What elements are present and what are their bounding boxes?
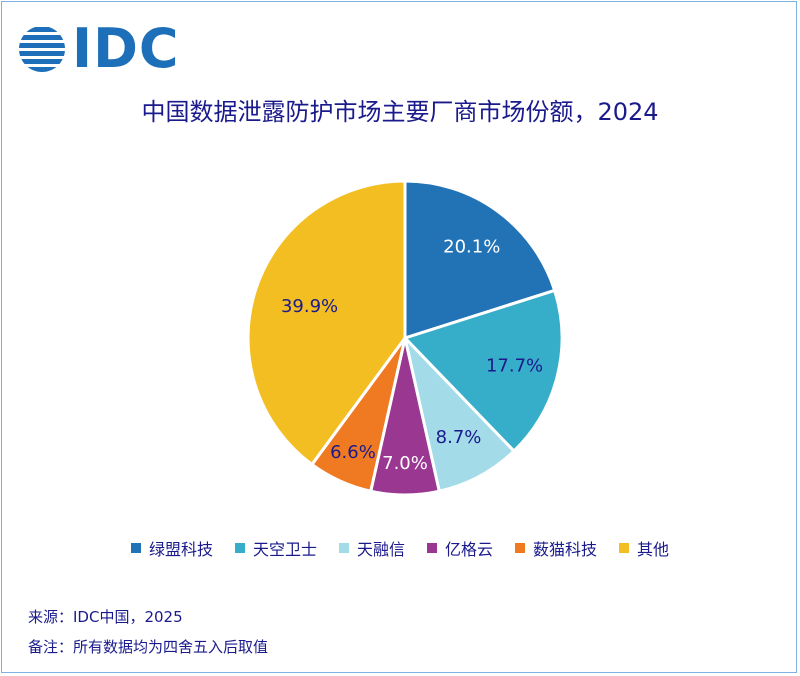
chart-legend: 绿盟科技 天空卫士 天融信 亿格云 薮猫科技 其他 [0, 536, 800, 560]
slice-data-label: 17.7% [486, 355, 543, 376]
legend-swatch [130, 543, 141, 553]
legend-label: 绿盟科技 [148, 540, 213, 559]
slice-data-label: 7.0% [382, 453, 428, 474]
legend-item: 其他 [619, 536, 669, 560]
legend-label: 其他 [637, 540, 670, 559]
legend-item: 绿盟科技 [130, 536, 213, 560]
chart-notes: 来源：IDC中国，2025 备注：所有数据均为四舍五入后取值 [28, 602, 268, 662]
source-note: 来源：IDC中国，2025 [28, 608, 183, 626]
globe-icon [19, 27, 65, 72]
remark-note: 备注：所有数据均为四舍五入后取值 [28, 638, 269, 656]
legend-label: 天空卫士 [252, 540, 317, 559]
pie-slice [403, 336, 516, 493]
legend-swatch [234, 543, 245, 553]
pie-slice [403, 288, 564, 453]
slice-data-label: 39.9% [281, 296, 338, 317]
slice-data-label: 6.6% [330, 442, 376, 463]
legend-label: 天融信 [356, 540, 405, 559]
slice-data-label: 20.1% [443, 236, 500, 257]
chart-title: 中国数据泄露防护市场主要厂商市场份额，2024 [141, 98, 659, 126]
legend-swatch [427, 543, 437, 553]
legend-swatch [515, 543, 526, 553]
pie-slice [246, 179, 407, 466]
legend-item: 亿格云 [427, 536, 493, 560]
idc-logo: IDC [18, 22, 180, 76]
legend-swatch [619, 543, 630, 553]
legend-label: 亿格云 [445, 540, 494, 559]
legend-item: 薮猫科技 [515, 536, 597, 560]
pie-slice [403, 179, 557, 340]
legend-item: 天空卫士 [234, 536, 317, 560]
slice-data-label: 8.7% [436, 427, 482, 448]
legend-swatch [338, 543, 349, 553]
pie-chart: 20.1% 17.7% 8.7% 7.0% 6.6% 39.9% [246, 179, 564, 497]
legend-item: 天融信 [338, 536, 405, 560]
logo-text: IDC [72, 17, 180, 80]
legend-label: 薮猫科技 [533, 540, 598, 559]
